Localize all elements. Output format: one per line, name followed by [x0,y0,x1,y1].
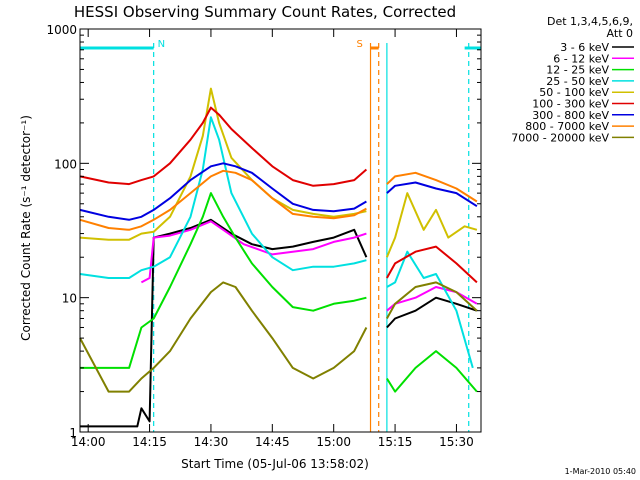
series-line-4 [79,87,478,258]
x-tick-label-3: 14:45 [255,435,290,449]
x-tick-label-4: 15:00 [316,435,351,449]
x-axis-label: Start Time (05-Jul-06 13:58:02) [181,457,369,471]
series-line-5 [79,106,478,284]
y-tick-label-1: 10 [62,292,77,306]
y-tick-label-0: 1 [69,426,77,440]
x-tick-label-0: 14:00 [71,435,106,449]
series-line-6 [79,162,478,221]
series-line-0 [80,218,478,428]
chart-title: HESSI Observing Summary Count Rates, Cor… [74,3,456,21]
legend-label-0: 3 - 6 keV [560,41,609,54]
legend-header-detectors: Det 1,3,4,5,6,9, [547,15,633,28]
x-tick-label-2: 14:30 [194,435,229,449]
y-tick-label-3: 1000 [46,23,77,37]
y-axis-label: Corrected Count Rate (s⁻¹ detector⁻¹) [19,115,33,341]
y-tick-label-2: 100 [54,157,77,171]
series-line-3 [79,116,474,369]
x-tick-label-5: 15:15 [378,435,413,449]
series-line-2 [80,192,478,393]
flag-s-label: S [357,39,363,50]
legend-label-2: 12 - 25 keV [546,64,609,77]
legend-label-4: 50 - 100 keV [539,86,609,99]
time-markers [153,43,470,432]
plot-frame [79,28,482,433]
legend-label-7: 800 - 7000 keV [525,120,609,133]
series-line-1 [140,220,478,312]
legend-label-8: 7000 - 20000 keV [511,131,609,144]
legend-header-attenuator: Att 0 [607,27,633,40]
legend-label-1: 6 - 12 keV [553,52,609,65]
series-lines [79,87,478,428]
legend-label-5: 100 - 300 keV [532,98,609,111]
legend-label-6: 300 - 800 keV [532,109,609,122]
flag-n-label: N [158,39,165,50]
timestamp: 1-Mar-2010 05:40 [565,467,636,476]
axes: 14:00 14:15 14:30 14:45 15:00 15:15 15:30 1 10 10… [46,23,481,449]
series-line-7 [79,169,478,231]
series-line-8 [79,281,478,393]
x-tick-label-1: 14:15 [132,435,167,449]
x-tick-label-6: 15:30 [439,435,474,449]
legend-label-3: 25 - 50 keV [546,75,609,88]
